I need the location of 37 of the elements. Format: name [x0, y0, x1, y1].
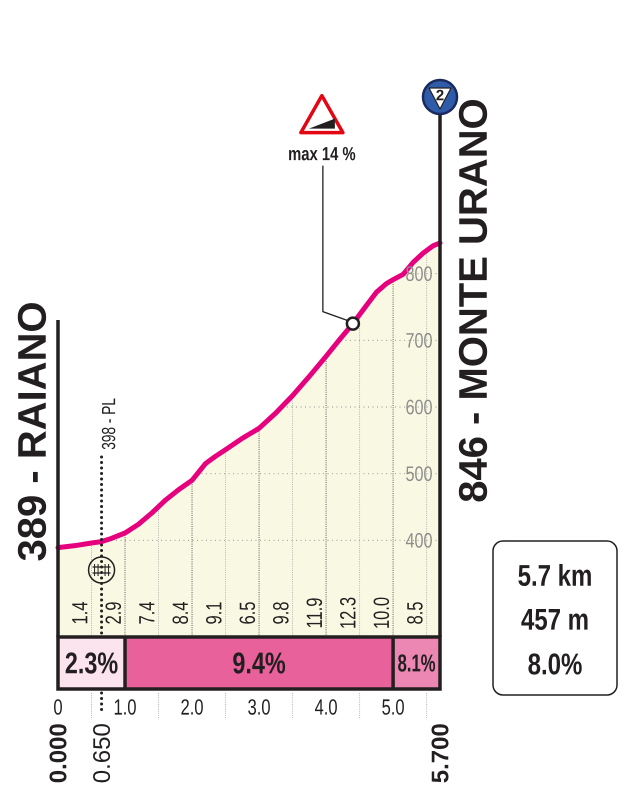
x-tick-label: 2.0 [181, 699, 203, 715]
y-tick-label: 800 [406, 266, 432, 282]
annotation: 10.0 [374, 598, 390, 628]
annotation: 11.9 [306, 598, 322, 628]
annotation: 1.4 [72, 602, 88, 624]
x-tick-label: 5.0 [382, 699, 404, 715]
text: 5.7 km [518, 564, 591, 586]
annotation: 2.9 [105, 602, 122, 624]
y-tick-label: 600 [406, 400, 432, 414]
text: 0.000 [49, 724, 66, 782]
x-tick-label: 4.0 [314, 699, 337, 715]
y-tick-label: 500 [406, 466, 432, 482]
annotation: 8.4 [172, 602, 188, 624]
annotation: 6.5 [240, 602, 256, 624]
text: 8.0% [528, 653, 582, 675]
annotation: 9.8 [273, 602, 289, 624]
bar [125, 636, 394, 689]
annotation: 846 - MONTE URANO [458, 100, 488, 502]
text: 0.650 [93, 724, 110, 782]
annotation: 8.5 [407, 602, 423, 624]
annotation: 9.1 [206, 602, 222, 624]
annotation: max 14 % [289, 146, 356, 160]
y-tick-label: 400 [406, 532, 432, 548]
x-tick-label: 0 [54, 699, 62, 715]
series-label: 9.4% [233, 652, 286, 674]
annotation: 12.3 [340, 598, 356, 628]
x-tick-label: 3.0 [248, 699, 270, 715]
x-tick-label: 1.0 [114, 699, 136, 715]
y-tick-label: 700 [406, 332, 432, 348]
annotation: 7.4 [139, 602, 154, 624]
ref-line-label: 398 - PL [102, 398, 116, 450]
annotation: 389 - RAIANO [18, 303, 46, 561]
series-label: 2.3% [66, 652, 118, 674]
text: 2 [436, 90, 444, 100]
series-label: 8.1% [398, 654, 436, 672]
text: 457 m [521, 609, 588, 630]
text: 5.700 [432, 724, 448, 783]
